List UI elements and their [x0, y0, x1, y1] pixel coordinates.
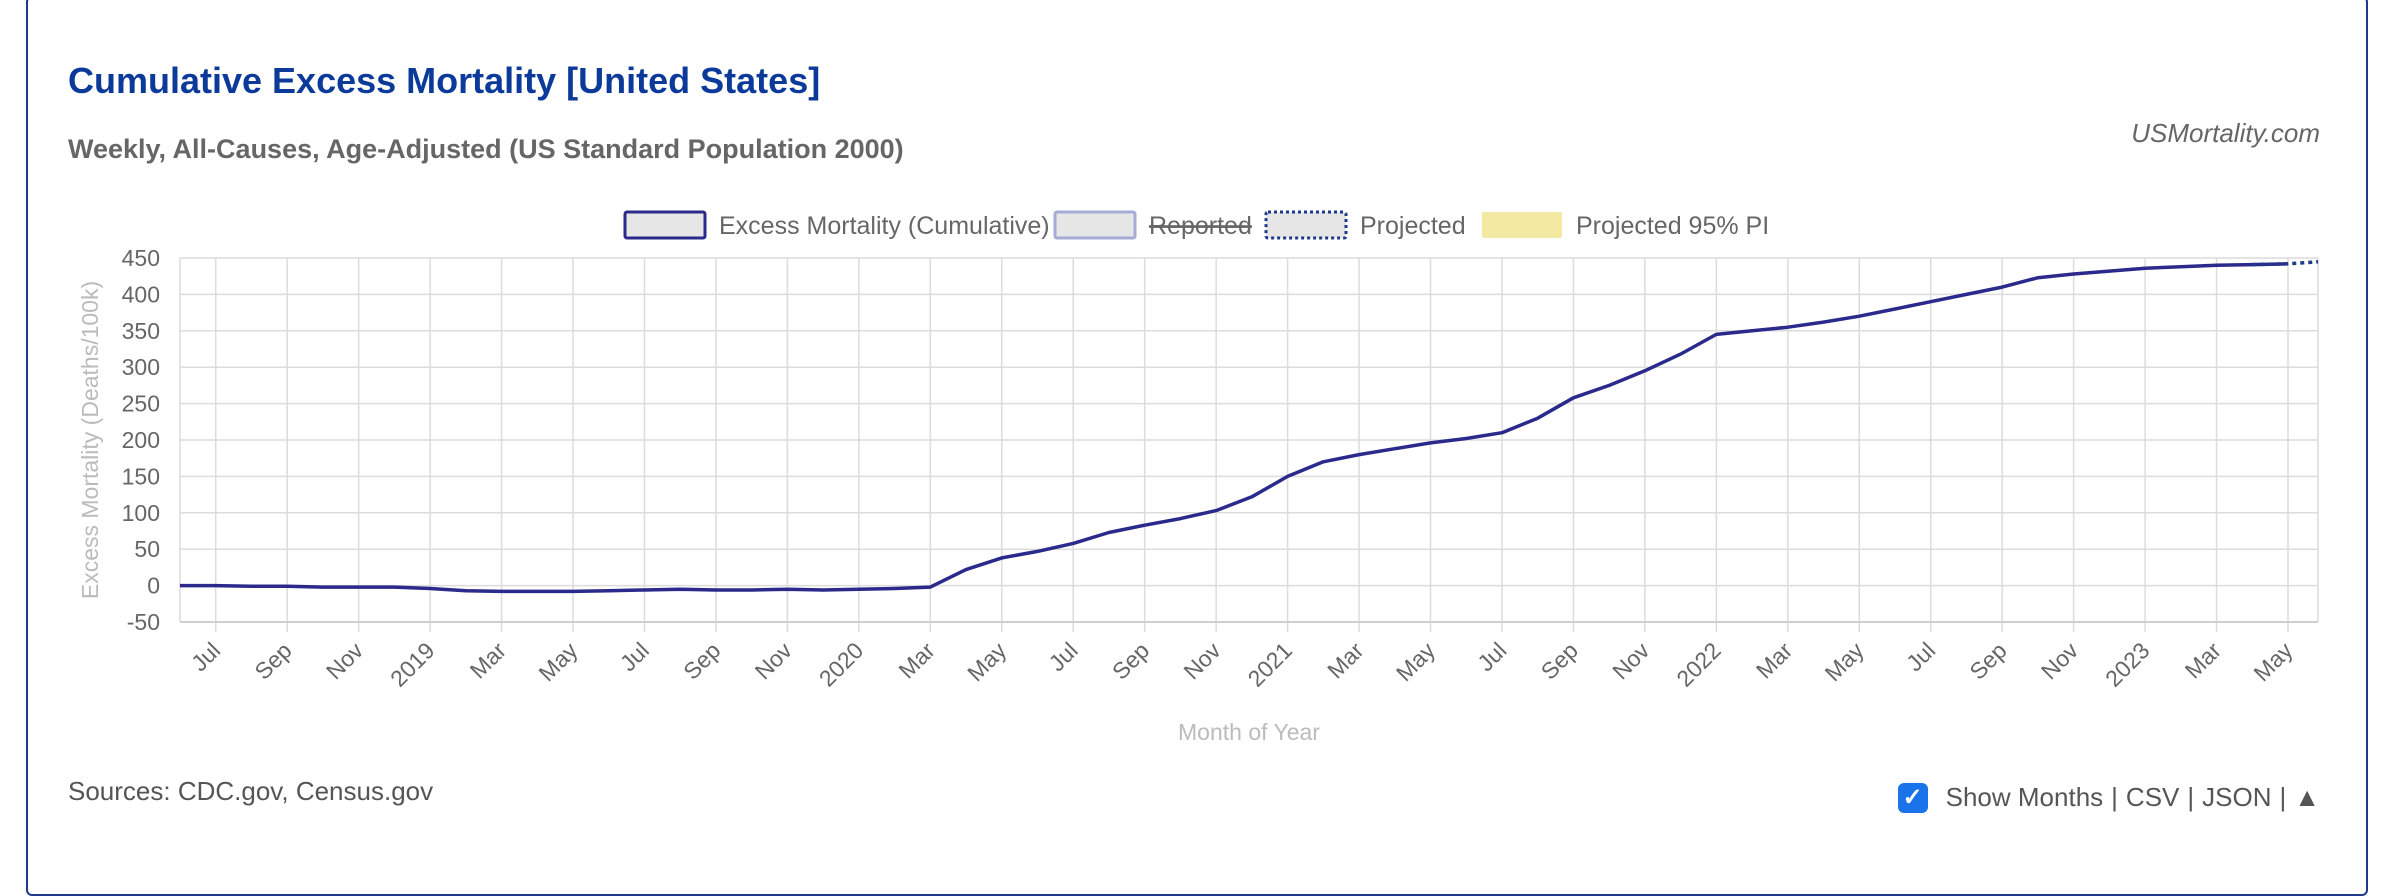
x-tick-label: 2022 [1671, 637, 1726, 692]
x-tick-label: 2019 [385, 637, 440, 692]
y-tick-label: 150 [122, 463, 160, 489]
legend-label: Projected 95% PI [1576, 212, 1769, 240]
y-tick-label: 200 [122, 427, 160, 453]
x-tick-label: Sep [1107, 637, 1154, 684]
legend-swatch [1053, 210, 1137, 240]
y-tick-label: 400 [122, 281, 160, 307]
y-tick-label: 250 [122, 391, 160, 417]
x-tick-label: May [2248, 637, 2297, 686]
x-tick-label: Sep [678, 637, 725, 684]
json-link[interactable]: JSON [2202, 782, 2272, 812]
legend-swatch [1264, 210, 1348, 240]
x-tick-label: Nov [750, 637, 798, 685]
x-tick-label: May [962, 637, 1011, 686]
x-tick-label: May [533, 637, 582, 686]
y-tick-label: 0 [147, 573, 160, 599]
x-tick-label: May [1820, 637, 1869, 686]
y-tick-label: 50 [134, 536, 160, 562]
legend-label: Excess Mortality (Cumulative) [719, 212, 1050, 240]
y-tick-label: 350 [122, 318, 160, 344]
projected-line [2252, 260, 2319, 267]
brand-label: USMortality.com [2131, 118, 2320, 148]
separator: | [2111, 782, 2118, 812]
scroll-top-icon[interactable]: ▲ [2294, 782, 2320, 812]
y-tick-label: -50 [127, 609, 160, 635]
chart-subtitle: Weekly, All-Causes, Age-Adjusted (US Sta… [68, 134, 904, 164]
x-tick-label: May [1391, 637, 1440, 686]
x-tick-label: 2021 [1243, 637, 1298, 692]
x-tick-label: Mar [1322, 637, 1369, 684]
x-tick-label: Sep [1536, 637, 1583, 684]
x-tick-label: Jul [1044, 637, 1083, 676]
sources-text: Sources: CDC.gov, Census.gov [68, 776, 434, 806]
x-tick-label: Nov [2036, 637, 2084, 685]
x-tick-label: Nov [321, 637, 369, 685]
x-tick-label: Mar [893, 637, 940, 684]
chart-title: Cumulative Excess Mortality [United Stat… [68, 60, 821, 101]
chart-card [26, 0, 2368, 896]
separator: | [2187, 782, 2195, 812]
x-tick-label: Mar [2180, 637, 2227, 684]
legend-swatch [623, 210, 707, 240]
x-tick-label: Jul [186, 637, 225, 676]
x-tick-label: Mar [1751, 637, 1798, 684]
x-tick-label: Nov [1607, 637, 1655, 685]
x-tick-label: Sep [249, 637, 296, 684]
x-tick-label: 2020 [814, 637, 869, 692]
x-tick-label: Mar [465, 637, 512, 684]
x-tick-label: Sep [1964, 637, 2011, 684]
show-months-checkbox[interactable]: ✓ [1897, 782, 1928, 813]
y-axis-title: Excess Mortality (Deaths/100k) [77, 281, 103, 599]
excess-mortality-line [180, 262, 2289, 594]
separator: | [2279, 782, 2287, 812]
footer-controls: ✓ Show Months | CSV | JSON | ▲ [1897, 782, 2320, 813]
x-tick-label: Jul [1901, 637, 1940, 676]
y-tick-label: 300 [122, 354, 160, 380]
csv-link[interactable]: CSV [2125, 782, 2180, 812]
legend-swatch [1482, 212, 1562, 238]
x-tick-label: Jul [615, 637, 654, 676]
show-months-label: Show Months [1945, 782, 2104, 812]
y-tick-label: 450 [122, 245, 160, 271]
x-axis-title: Month of Year [1178, 719, 1320, 745]
legend-label: Projected [1360, 212, 1466, 240]
x-tick-label: Jul [1472, 637, 1511, 676]
x-tick-label: 2023 [2100, 637, 2155, 692]
x-tick-label: Nov [1178, 637, 1226, 685]
y-tick-label: 100 [122, 500, 160, 526]
